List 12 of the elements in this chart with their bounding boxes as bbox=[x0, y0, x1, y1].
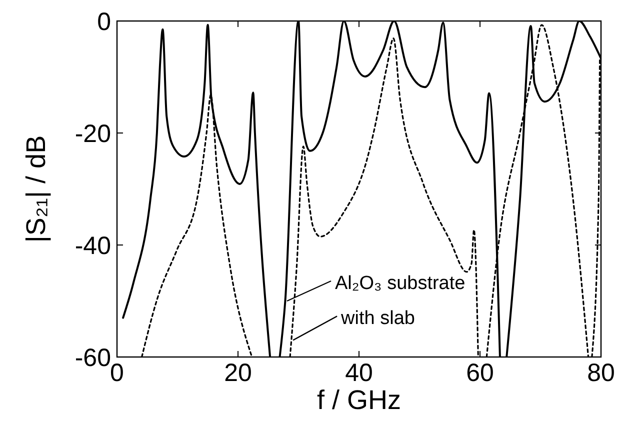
annotation: Al₂O₃ substrate bbox=[335, 273, 466, 294]
y-tick-label: -40 bbox=[74, 232, 111, 260]
x-tick-label: 20 bbox=[224, 359, 252, 387]
y-axis-title: |S₂₁| / dB bbox=[21, 135, 51, 243]
annotation: with slab bbox=[340, 308, 415, 330]
x-axis-title: f / GHz bbox=[316, 385, 402, 415]
y-tick-label: -20 bbox=[74, 120, 111, 148]
x-tick-label: 40 bbox=[345, 359, 373, 387]
x-tick-label: 60 bbox=[466, 359, 494, 387]
y-tick-label: 0 bbox=[97, 8, 111, 36]
x-tick-label: 80 bbox=[587, 359, 615, 387]
y-tick-label: -60 bbox=[74, 344, 111, 372]
